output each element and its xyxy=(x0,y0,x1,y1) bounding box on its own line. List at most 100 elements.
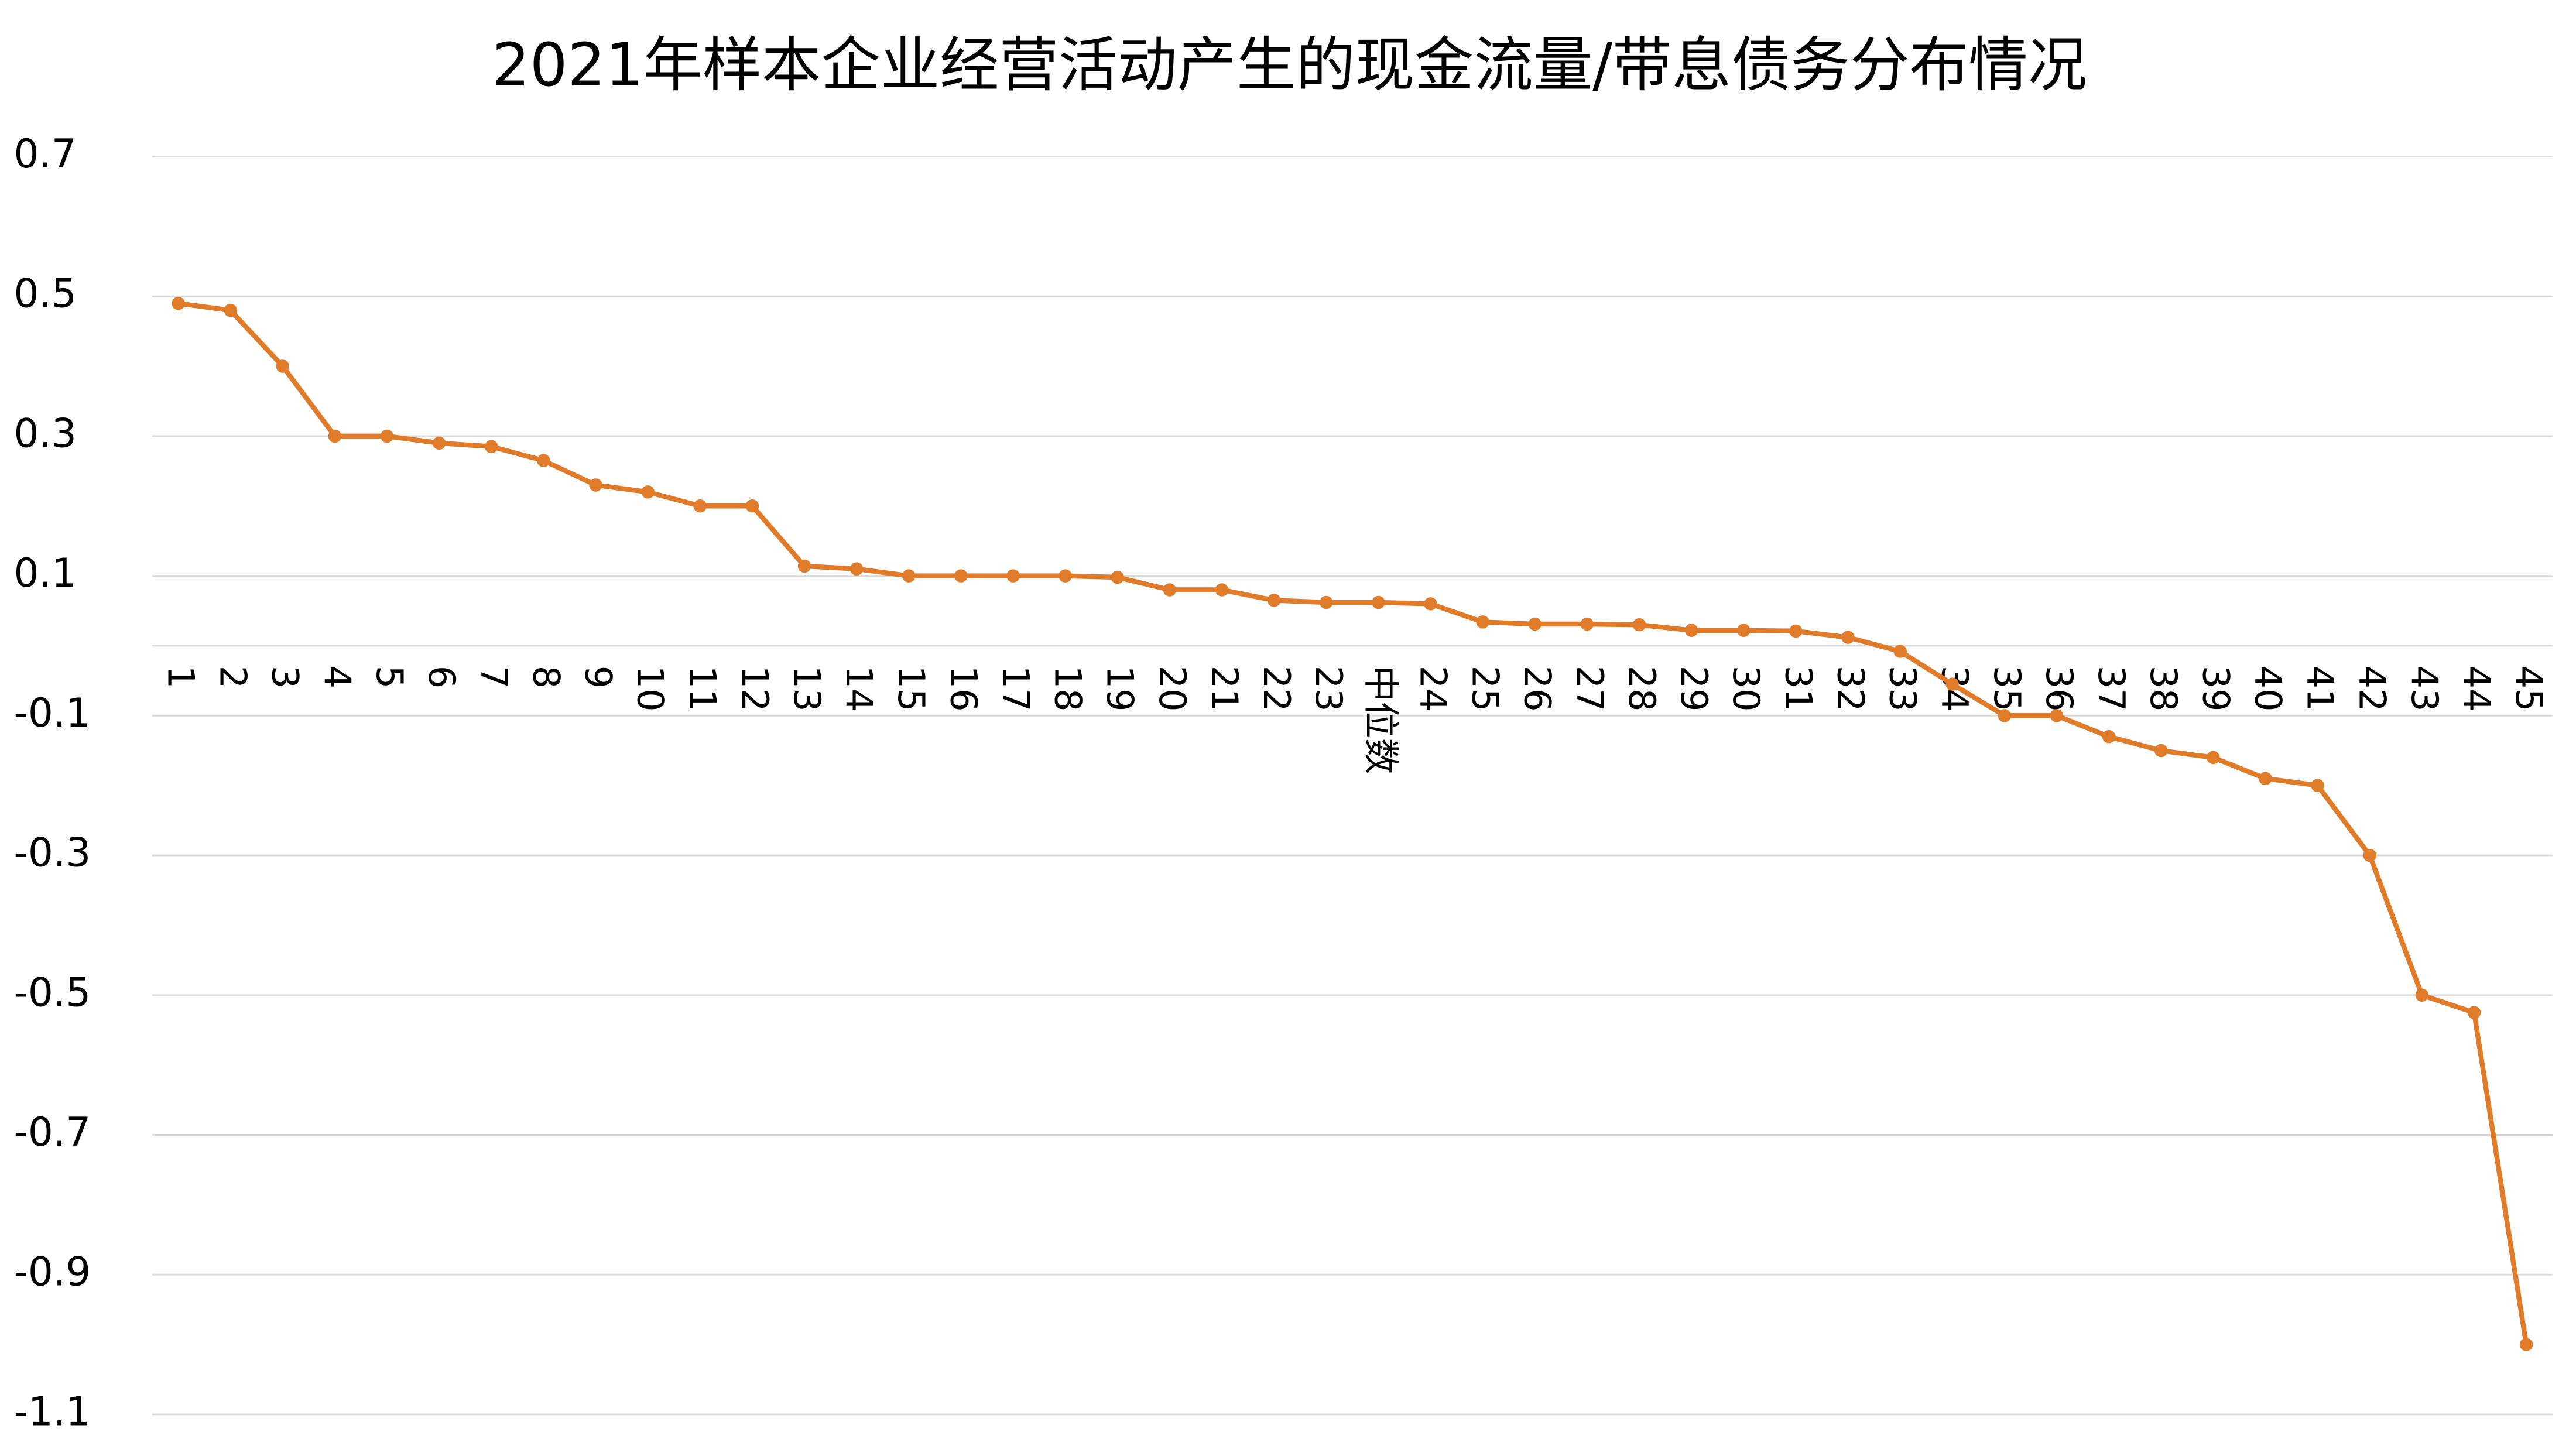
x-tick-label: 中位数 xyxy=(1359,666,1402,775)
data-point xyxy=(2363,848,2376,862)
data-point xyxy=(2311,779,2324,792)
y-tick-label: 0.3 xyxy=(13,410,76,456)
data-point xyxy=(1424,597,1437,611)
x-tick-label: 25 xyxy=(1464,666,1506,712)
data-point xyxy=(1580,617,1594,631)
data-point xyxy=(1998,709,2012,722)
data-point xyxy=(2154,744,2168,758)
x-tick-label: 13 xyxy=(786,666,828,712)
x-tick-label: 41 xyxy=(2298,666,2341,712)
x-tick-label: 14 xyxy=(838,666,880,712)
x-tick-label: 3 xyxy=(264,666,306,688)
data-point xyxy=(1215,583,1229,597)
data-point xyxy=(902,569,916,583)
x-tick-label: 20 xyxy=(1151,666,1193,712)
x-tick-label: 8 xyxy=(525,666,567,688)
data-point xyxy=(1476,615,1489,629)
x-tick-label: 5 xyxy=(368,666,410,688)
data-point xyxy=(589,478,602,492)
x-tick-label: 30 xyxy=(1725,666,1767,712)
x-tick-label: 26 xyxy=(1516,666,1558,712)
data-point xyxy=(432,436,446,450)
x-tick-label: 32 xyxy=(1829,666,1871,712)
data-point xyxy=(1841,631,1855,644)
x-tick-label: 21 xyxy=(1203,666,1245,712)
y-tick-label: -1.1 xyxy=(13,1388,91,1434)
data-point xyxy=(849,562,864,576)
x-tick-label: 29 xyxy=(1673,666,1715,712)
x-tick-label: 27 xyxy=(1568,666,1611,712)
x-tick-label: 18 xyxy=(1047,666,1089,712)
x-tick-label: 24 xyxy=(1412,666,1454,712)
data-point xyxy=(485,440,498,454)
x-tick-label: 40 xyxy=(2246,666,2289,712)
data-point xyxy=(2467,1006,2481,1019)
x-tick-label: 31 xyxy=(1777,666,1819,712)
x-tick-label: 16 xyxy=(942,666,984,712)
x-tick-label: 28 xyxy=(1621,666,1663,712)
data-point xyxy=(1372,595,1385,609)
data-line xyxy=(177,300,2529,1345)
x-tick-label: 15 xyxy=(890,666,932,712)
data-point xyxy=(693,499,707,513)
x-tick-label: 39 xyxy=(2194,666,2236,712)
data-point xyxy=(1111,570,1125,584)
x-tick-label: 19 xyxy=(1099,666,1141,712)
x-tick-label: 12 xyxy=(734,666,776,712)
x-tick-label: 4 xyxy=(316,666,358,688)
x-tick-label: 36 xyxy=(2038,666,2080,712)
data-point xyxy=(224,303,237,317)
data-point xyxy=(954,569,968,583)
data-point xyxy=(1945,677,1959,691)
x-tick-label: 6 xyxy=(420,666,463,688)
data-point xyxy=(1006,569,1020,583)
y-tick-label: 0.1 xyxy=(13,550,76,596)
data-point xyxy=(1267,594,1281,607)
data-point xyxy=(641,485,655,499)
x-tick-label: 35 xyxy=(1986,666,2028,712)
data-point xyxy=(1163,583,1177,597)
x-tick-label: 11 xyxy=(681,666,724,712)
data-point xyxy=(1736,624,1751,637)
data-point xyxy=(1528,617,1542,631)
x-tick-label: 42 xyxy=(2351,666,2393,712)
data-point xyxy=(2050,709,2064,722)
y-tick-label: 0.7 xyxy=(13,131,76,177)
data-point xyxy=(537,454,550,467)
data-point xyxy=(1789,624,1803,638)
data-point xyxy=(1319,595,1333,609)
x-tick-label: 44 xyxy=(2455,666,2498,712)
x-tick-label: 43 xyxy=(2403,666,2445,712)
data-point xyxy=(2415,988,2429,1002)
chart-title: 2021年样本企业经营活动产生的现金流量/带息债务分布情况 xyxy=(492,30,2087,100)
x-tick-label: 23 xyxy=(1307,666,1349,712)
y-tick-label: -0.7 xyxy=(13,1109,91,1155)
y-tick-label: -0.1 xyxy=(13,690,91,736)
x-tick-label: 33 xyxy=(1882,666,1924,712)
y-tick-label: 0.5 xyxy=(13,270,76,317)
x-tick-label: 1 xyxy=(159,666,201,688)
data-point xyxy=(172,296,185,310)
y-tick-label: -0.3 xyxy=(13,830,91,876)
data-point xyxy=(2207,751,2220,765)
data-point xyxy=(1684,624,1698,637)
data-point xyxy=(2519,1338,2533,1351)
data-point xyxy=(797,559,811,573)
x-tick-label: 37 xyxy=(2090,666,2132,712)
x-tick-label: 10 xyxy=(629,666,672,712)
y-tick-label: -0.9 xyxy=(13,1249,91,1295)
x-tick-label: 7 xyxy=(472,666,515,688)
x-tick-label: 2 xyxy=(212,666,254,688)
data-point xyxy=(1893,645,1907,658)
data-point xyxy=(1059,569,1072,583)
data-point xyxy=(380,429,394,443)
x-tick-label: 38 xyxy=(2142,666,2184,712)
data-point xyxy=(2102,729,2116,744)
data-point xyxy=(1632,618,1646,632)
y-tick-label: -0.5 xyxy=(13,969,91,1015)
data-point xyxy=(276,359,290,373)
x-tick-label: 22 xyxy=(1255,666,1297,712)
x-tick-label: 9 xyxy=(577,666,619,688)
